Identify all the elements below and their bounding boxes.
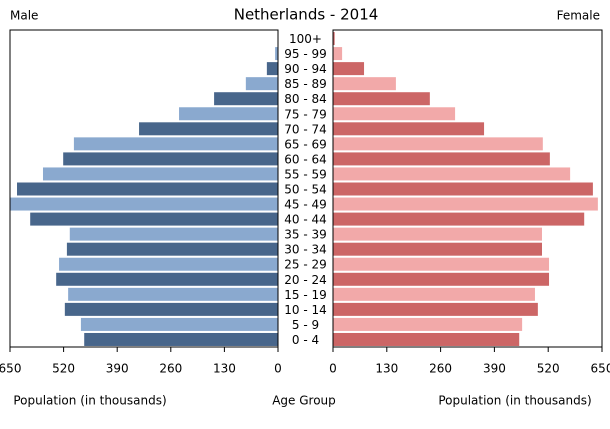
bar xyxy=(333,318,522,331)
bar xyxy=(333,198,598,211)
bar xyxy=(333,92,430,105)
x-tick-label: 130 xyxy=(213,362,236,376)
age-label: 95 - 99 xyxy=(284,47,327,61)
left-label: Male xyxy=(10,9,38,23)
age-label: 80 - 84 xyxy=(284,92,327,106)
age-label: 100+ xyxy=(289,32,322,46)
bar xyxy=(81,318,278,331)
age-label: 45 - 49 xyxy=(284,198,327,212)
bar xyxy=(333,213,584,226)
bar xyxy=(214,92,278,105)
right-label: Female xyxy=(557,9,600,23)
bar xyxy=(333,228,542,241)
bar xyxy=(333,303,538,316)
bar xyxy=(67,243,278,256)
bar xyxy=(333,77,396,90)
bar xyxy=(59,258,278,271)
x-tick-label: 390 xyxy=(106,362,129,376)
bar xyxy=(30,213,278,226)
bar xyxy=(68,288,278,301)
age-label: 70 - 74 xyxy=(284,122,327,136)
bar xyxy=(333,273,549,286)
x-tick-label: 650 xyxy=(591,362,610,376)
bar xyxy=(246,77,278,90)
bar xyxy=(333,167,570,180)
bar xyxy=(333,333,519,346)
bar xyxy=(333,62,364,75)
x-tick-label: 390 xyxy=(483,362,506,376)
age-label: 90 - 94 xyxy=(284,62,327,76)
bar xyxy=(333,152,550,165)
bar xyxy=(333,47,342,60)
x-axis-label: Population (in thousands) xyxy=(13,394,166,408)
x-tick-label: 260 xyxy=(429,362,452,376)
age-label: 10 - 14 xyxy=(284,303,327,317)
bar xyxy=(333,183,593,196)
bar xyxy=(179,107,278,120)
bar xyxy=(10,198,278,211)
bar xyxy=(65,303,278,316)
bar xyxy=(43,167,278,180)
bar xyxy=(333,107,455,120)
age-label: 35 - 39 xyxy=(284,228,327,242)
age-label: 30 - 34 xyxy=(284,243,327,257)
x-tick-label: 650 xyxy=(0,362,21,376)
x-tick-label: 520 xyxy=(537,362,560,376)
bar xyxy=(74,137,278,150)
bar xyxy=(63,152,278,165)
bar xyxy=(333,243,542,256)
x-tick-label: 520 xyxy=(52,362,75,376)
age-label: 55 - 59 xyxy=(284,167,327,181)
chart-title: Netherlands - 2014 xyxy=(234,6,379,24)
bar xyxy=(333,137,543,150)
age-label: 50 - 54 xyxy=(284,183,327,197)
bar xyxy=(139,122,278,135)
age-label: 5 - 9 xyxy=(292,318,319,332)
bar xyxy=(267,62,278,75)
bar xyxy=(333,122,484,135)
bar xyxy=(333,258,549,271)
age-label: 0 - 4 xyxy=(292,333,319,347)
age-label: 25 - 29 xyxy=(284,258,327,272)
x-tick-label: 0 xyxy=(274,362,282,376)
bar xyxy=(17,183,278,196)
age-label: 20 - 24 xyxy=(284,273,327,287)
age-label: 85 - 89 xyxy=(284,77,327,91)
bar xyxy=(333,288,535,301)
x-tick-label: 130 xyxy=(375,362,398,376)
bar xyxy=(84,333,278,346)
x-tick-label: 0 xyxy=(329,362,337,376)
bar xyxy=(56,273,278,286)
x-tick-label: 260 xyxy=(159,362,182,376)
age-label: 75 - 79 xyxy=(284,107,327,121)
center-axis-label: Age Group xyxy=(272,394,336,408)
bar xyxy=(70,228,278,241)
age-label: 15 - 19 xyxy=(284,288,327,302)
age-label: 65 - 69 xyxy=(284,137,327,151)
x-axis-label: Population (in thousands) xyxy=(438,394,591,408)
age-label: 60 - 64 xyxy=(284,152,327,166)
age-label: 40 - 44 xyxy=(284,213,327,227)
